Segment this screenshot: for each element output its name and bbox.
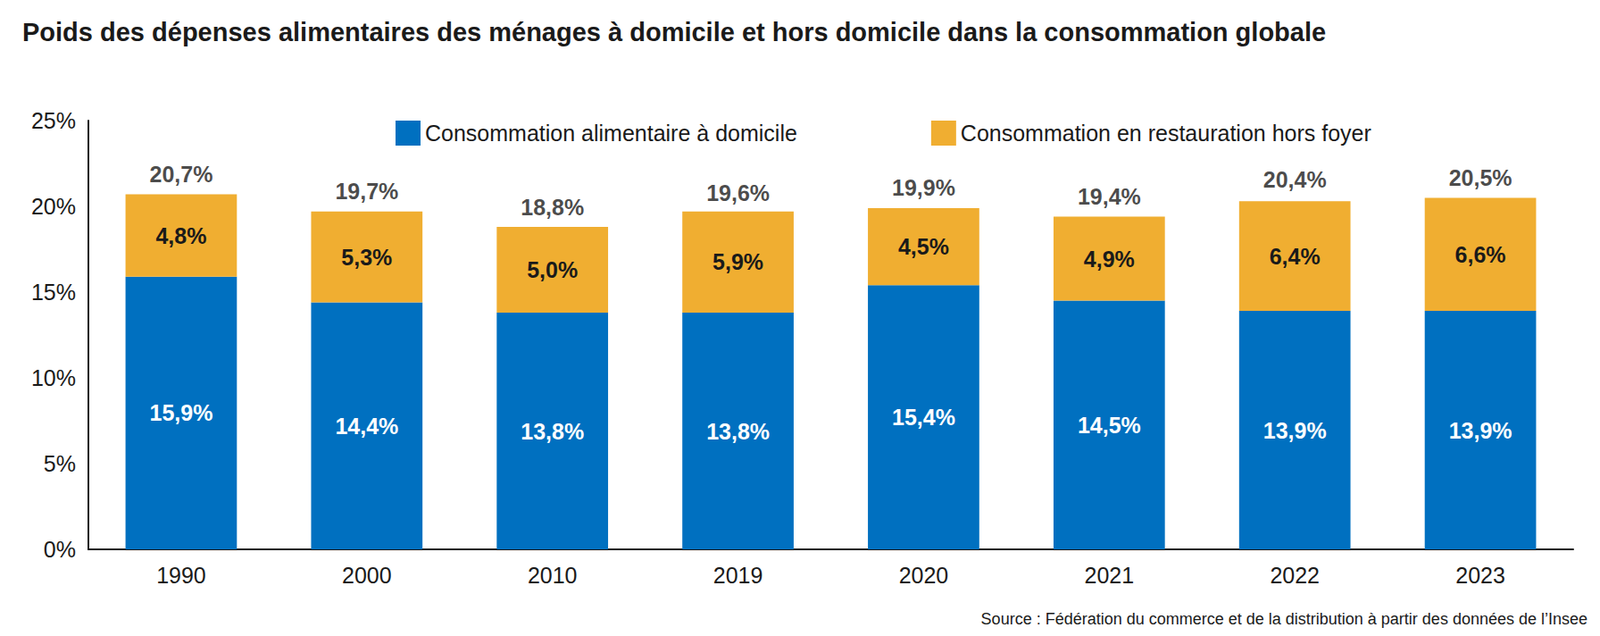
svg-text:0%: 0% (43, 536, 76, 562)
svg-text:2022: 2022 (1269, 562, 1320, 588)
svg-text:19,6%: 19,6% (706, 180, 770, 206)
svg-text:6,6%: 6,6% (1455, 241, 1507, 267)
svg-text:Source : Fédération du commerc: Source : Fédération du commerce et de la… (981, 609, 1588, 628)
svg-text:5%: 5% (43, 450, 76, 476)
svg-text:20,4%: 20,4% (1263, 166, 1327, 192)
svg-text:19,9%: 19,9% (891, 175, 956, 200)
svg-text:13,9%: 13,9% (1449, 417, 1513, 443)
svg-text:2019: 2019 (713, 562, 764, 588)
svg-text:14,4%: 14,4% (334, 413, 399, 439)
svg-text:2020: 2020 (899, 562, 950, 588)
svg-text:10%: 10% (31, 365, 76, 391)
svg-text:2021: 2021 (1084, 562, 1135, 588)
svg-text:20%: 20% (31, 193, 76, 219)
svg-text:18,8%: 18,8% (520, 194, 584, 220)
svg-text:19,4%: 19,4% (1077, 183, 1142, 209)
svg-text:25%: 25% (31, 108, 76, 134)
svg-text:15%: 15% (31, 279, 76, 305)
svg-text:4,5%: 4,5% (898, 233, 950, 259)
svg-text:5,9%: 5,9% (712, 249, 764, 275)
svg-text:15,4%: 15,4% (891, 404, 956, 430)
svg-text:13,8%: 13,8% (706, 418, 770, 444)
svg-text:15,9%: 15,9% (149, 400, 213, 425)
svg-text:1990: 1990 (156, 562, 207, 588)
svg-text:2000: 2000 (341, 562, 392, 588)
svg-text:14,5%: 14,5% (1077, 412, 1142, 438)
svg-text:Consommation en restauration h: Consommation en restauration hors foyer (960, 120, 1372, 146)
svg-text:20,7%: 20,7% (149, 161, 213, 187)
svg-text:4,8%: 4,8% (155, 223, 207, 249)
svg-text:5,3%: 5,3% (341, 244, 392, 270)
svg-text:Consommation alimentaire à dom: Consommation alimentaire à domicile (425, 120, 798, 146)
svg-text:2023: 2023 (1455, 562, 1506, 588)
svg-text:2010: 2010 (527, 562, 578, 588)
svg-text:20,5%: 20,5% (1449, 165, 1513, 191)
svg-text:5,0%: 5,0% (526, 257, 578, 283)
svg-text:13,9%: 13,9% (1263, 417, 1327, 443)
svg-text:Poids des dépenses alimentaire: Poids des dépenses alimentaires des ména… (22, 17, 1326, 47)
svg-text:6,4%: 6,4% (1269, 243, 1321, 269)
svg-text:19,7%: 19,7% (334, 178, 399, 204)
svg-text:13,8%: 13,8% (520, 418, 584, 444)
svg-text:4,9%: 4,9% (1083, 246, 1135, 272)
